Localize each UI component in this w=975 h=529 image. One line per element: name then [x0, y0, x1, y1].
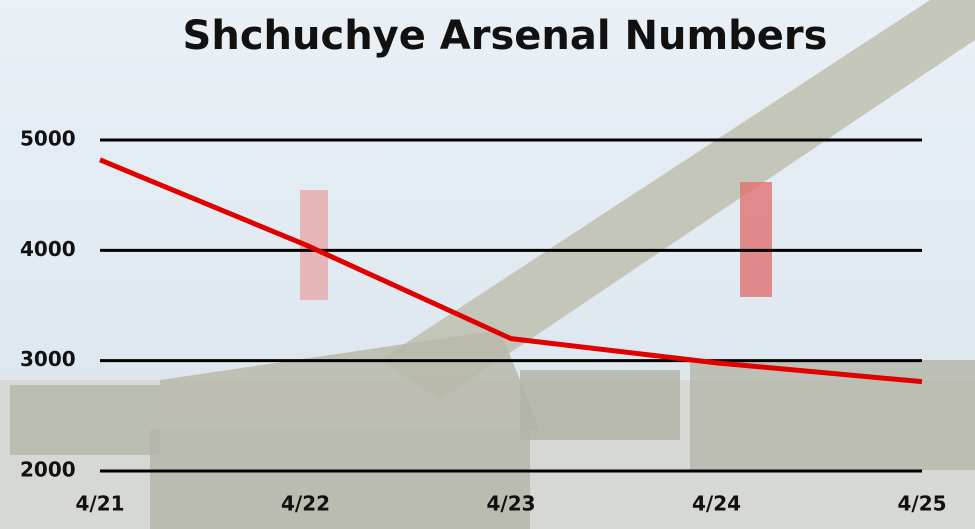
y-tick-label: 2000: [20, 458, 76, 482]
x-tick-label: 4/22: [281, 492, 330, 516]
x-tick-label: 4/25: [897, 492, 946, 516]
x-tick-label: 4/23: [486, 492, 535, 516]
y-tick-label: 3000: [20, 347, 76, 371]
x-tick-label: 4/24: [692, 492, 741, 516]
x-tick-label: 4/21: [75, 492, 124, 516]
chart-title: Shchuchye Arsenal Numbers: [183, 13, 828, 59]
data-line: [99, 157, 923, 385]
y-tick-label: 4000: [20, 237, 76, 261]
y-tick-label: 5000: [20, 127, 76, 151]
